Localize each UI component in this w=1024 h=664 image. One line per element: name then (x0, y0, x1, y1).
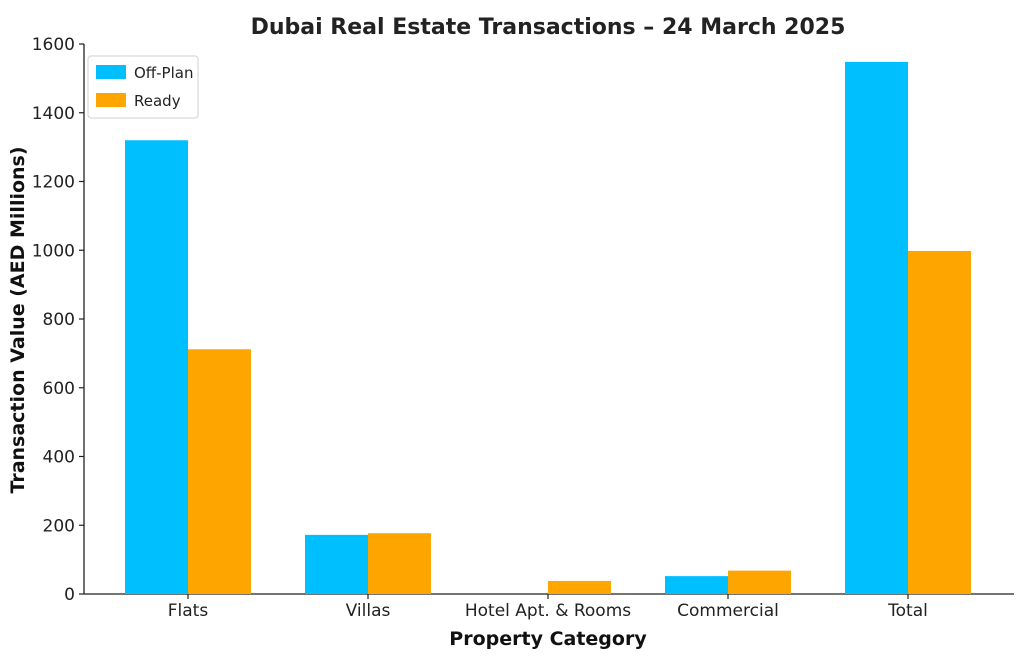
y-tick-label: 1600 (32, 35, 75, 55)
y-tick-label: 1200 (32, 173, 75, 193)
x-axis-label: Property Category (449, 628, 647, 650)
x-tick-label: Hotel Apt. & Rooms (465, 601, 631, 621)
bar-off-plan-flats (125, 140, 188, 594)
bar-off-plan-commercial (665, 576, 728, 594)
y-tick-label: 200 (43, 516, 75, 536)
legend-swatch (96, 93, 126, 107)
plot-area: 0 200 400 600 800 1000 1200 1400 1600 Flats Villas… (32, 35, 1014, 621)
legend-swatch (96, 65, 126, 79)
bar-ready-total (908, 250, 971, 594)
legend-label: Off-Plan (134, 64, 193, 82)
bar-ready-commercial (728, 570, 791, 594)
y-tick-label: 800 (43, 310, 75, 330)
bar-ready-flats (188, 349, 251, 594)
x-tick-label: Commercial (677, 601, 779, 621)
y-tick-label: 1400 (32, 104, 75, 124)
x-tick-label: Total (887, 601, 928, 621)
x-tick-label: Flats (168, 601, 209, 621)
y-tick-label: 1000 (32, 241, 75, 261)
bar-off-plan-villas (305, 534, 368, 594)
legend: Off-Plan Ready (87, 55, 199, 119)
bar-ready-villas (368, 533, 431, 594)
bar-off-plan-total (845, 61, 908, 594)
legend-label: Ready (134, 92, 181, 110)
y-tick-label: 0 (64, 585, 75, 605)
chart-title: Dubai Real Estate Transactions – 24 Marc… (251, 15, 846, 40)
y-tick-label: 400 (43, 448, 75, 468)
y-axis-label: Transaction Value (AED Millions) (7, 146, 29, 493)
x-tick-label: Villas (346, 601, 391, 621)
bar-ready-hotel-apt-rooms (548, 580, 611, 594)
y-tick-label: 600 (43, 379, 75, 399)
